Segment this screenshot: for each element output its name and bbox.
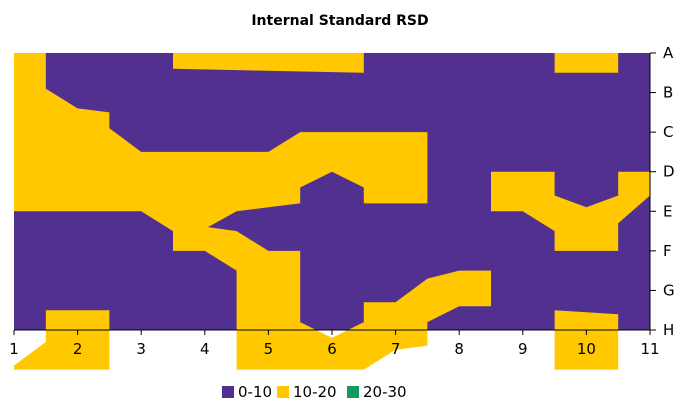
y-tick-label: F xyxy=(663,242,672,260)
x-tick-label: 5 xyxy=(264,340,274,358)
band-region-10-20-1 xyxy=(173,53,364,73)
x-tick-label: 4 xyxy=(200,340,210,358)
plot-area xyxy=(14,53,650,370)
x-tick-label: 6 xyxy=(327,340,337,358)
band-region-10-20-3 xyxy=(491,171,650,251)
x-tick-label: 9 xyxy=(518,340,528,358)
chart-title: Internal Standard RSD xyxy=(251,13,428,29)
y-tick-label: B xyxy=(663,84,673,102)
y-tick-label: H xyxy=(663,321,674,339)
y-tick-label: G xyxy=(663,281,675,299)
legend-swatch-10-20 xyxy=(277,386,289,398)
legend-label-10-20: 10-20 xyxy=(293,383,337,401)
legend-label-20-30: 20-30 xyxy=(363,383,407,401)
x-tick-label: 11 xyxy=(640,340,659,358)
legend-label-0-10: 0-10 xyxy=(238,383,272,401)
band-region-10-20-2 xyxy=(554,53,619,73)
x-tick-label: 8 xyxy=(454,340,464,358)
band-region-10-20-4 xyxy=(14,310,110,370)
legend: 0-10 10-20 20-30 xyxy=(222,383,407,401)
x-tick-label: 10 xyxy=(577,340,596,358)
x-tick-label: 1 xyxy=(9,340,19,358)
y-tick-label: D xyxy=(663,163,675,181)
y-axis: A B C D E F G H xyxy=(649,44,675,339)
y-tick-label: A xyxy=(663,44,674,62)
y-tick-label: E xyxy=(663,202,672,220)
x-tick-label: 3 xyxy=(136,340,146,358)
x-tick-label: 7 xyxy=(391,340,401,358)
legend-swatch-0-10 xyxy=(222,386,234,398)
y-tick-label: C xyxy=(663,123,673,141)
legend-swatch-20-30 xyxy=(347,386,359,398)
band-region-10-20-5 xyxy=(554,310,619,370)
x-axis: 1 2 3 4 5 6 7 8 9 10 11 xyxy=(9,329,660,358)
x-tick-label: 2 xyxy=(73,340,83,358)
band-region-10-20-0 xyxy=(14,53,491,370)
